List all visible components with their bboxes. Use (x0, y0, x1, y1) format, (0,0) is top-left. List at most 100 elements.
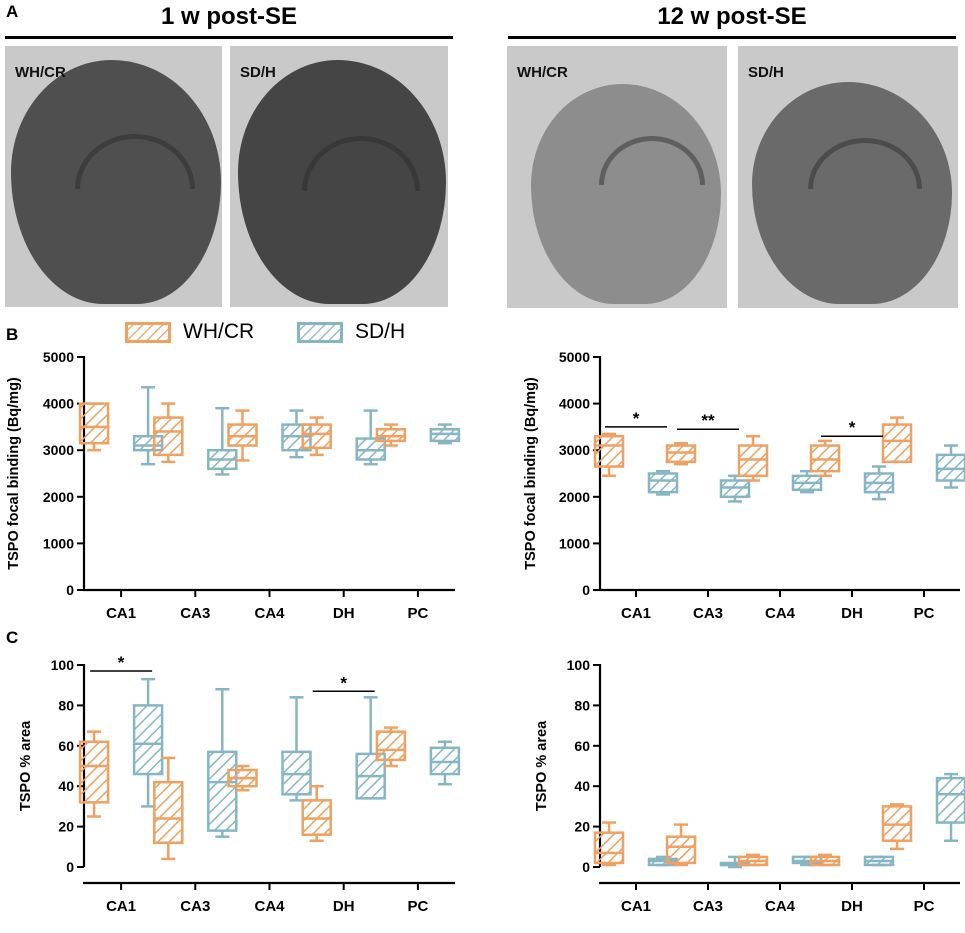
legend-label-sdh: SD/H (355, 320, 406, 343)
box-DH-WH/CR (301, 784, 332, 842)
y-tick-label: 80 (574, 697, 590, 713)
chart-c-percent-area-12w: 0 20 40 60 80 100 TSPO % area CA1 CA3 CA4 DH PC (534, 657, 965, 915)
x-tick-label: CA3 (180, 898, 210, 915)
box-iqr (153, 416, 184, 457)
image-label: SD/H (240, 64, 276, 81)
header-1w: 1 w post-SE (160, 3, 298, 30)
box-iqr (665, 835, 697, 865)
box-iqr (375, 730, 407, 762)
y-tick-label: 0 (582, 859, 590, 875)
box-CA3-SD/H (207, 687, 238, 838)
y-tick-label: 20 (58, 819, 74, 835)
x-tick-label: CA1 (621, 605, 651, 622)
box-CA3-WH/CR (665, 441, 697, 466)
header-12w: 12 w post-SE (657, 3, 807, 30)
chart-c-percent-area-1w: 0 20 40 60 80 100 TSPO % area CA1 CA3 CA4 DH PC * * (18, 653, 461, 915)
box-CA1-WH/CR (593, 432, 625, 478)
x-tick-label: CA3 (693, 605, 723, 622)
box-DH-SD/H (863, 465, 895, 501)
y-tick-label: 80 (58, 697, 74, 713)
x-tick-label: CA1 (106, 605, 136, 622)
y-tick-label: 100 (51, 657, 75, 673)
y-tick-label: 1000 (43, 535, 74, 551)
brain-image-12w-whcr: WH/CR (507, 46, 727, 308)
x-tick-label: CA4 (254, 898, 285, 915)
image-label: WH/CR (15, 64, 66, 81)
box-iqr (593, 434, 625, 468)
box-CA3-WH/CR (153, 402, 184, 464)
legend-swatch-whcr (125, 321, 171, 343)
box-DH-SD/H (355, 409, 386, 466)
legend-sdh: SD/H (297, 320, 405, 344)
y-tick-label: 4000 (43, 396, 74, 412)
brain-image-1w-sdh: SD/H (230, 46, 448, 307)
box-DH-SD/H (355, 696, 386, 800)
y-axis-label: TSPO focal binding (Bq/mg) (523, 377, 539, 570)
box-CA1-SD/H (132, 677, 164, 808)
x-tick-label: DH (841, 898, 863, 915)
box-iqr (153, 780, 184, 845)
legend-swatch-sdh (297, 321, 343, 343)
x-tick-label: CA4 (765, 898, 796, 915)
y-axis-label: TSPO % area (534, 720, 550, 811)
panel-label-c: C (6, 628, 19, 647)
x-tick-label: CA3 (180, 605, 210, 622)
box-DH-WH/CR (809, 853, 841, 867)
chart-b-focal-binding-1w: 0 1000 2000 3000 4000 5000 TSPO focal binding … (6, 349, 461, 622)
box-CA1-SD/H (647, 469, 679, 496)
brain-image-1w-whcr: WH/CR (5, 46, 222, 307)
box-iqr (132, 704, 164, 776)
y-tick-label: 0 (66, 582, 74, 598)
box-iqr (593, 831, 625, 865)
x-tick-label: DH (841, 605, 863, 622)
box-DH-WH/CR (809, 439, 841, 478)
box-CA3-WH/CR (153, 756, 184, 861)
y-tick-label: 100 (567, 657, 591, 673)
legend-label-whcr: WH/CR (183, 320, 255, 343)
x-tick-label: CA1 (621, 898, 651, 915)
significance-marker: * (633, 409, 640, 428)
y-tick-label: 2000 (43, 489, 74, 505)
box-PC-WH/CR (881, 803, 913, 851)
y-axis-label: TSPO % area (18, 720, 34, 811)
y-tick-label: 60 (58, 738, 74, 754)
box-PC-WH/CR (881, 416, 913, 464)
x-tick-label: CA4 (765, 605, 796, 622)
y-tick-label: 5000 (559, 349, 590, 365)
box-PC-SD/H (935, 444, 965, 489)
y-tick-label: 20 (574, 819, 590, 835)
box-CA1-WH/CR (593, 821, 625, 867)
image-label: SD/H (748, 64, 784, 81)
y-tick-label: 40 (58, 778, 74, 794)
box-DH-WH/CR (301, 416, 332, 457)
header-12w-rule (508, 36, 956, 39)
box-CA4-WH/CR (737, 853, 769, 867)
image-label: WH/CR (517, 64, 568, 81)
header-1w-rule (5, 36, 453, 39)
significance-marker: * (849, 418, 856, 437)
panel-label-a: A (6, 2, 19, 21)
significance-marker: * (118, 653, 125, 672)
significance-marker: * (340, 673, 347, 692)
box-iqr (647, 472, 679, 494)
box-CA4-SD/H (791, 469, 823, 494)
box-CA3-WH/CR (665, 823, 697, 867)
x-tick-label: CA3 (693, 898, 723, 915)
box-iqr (78, 740, 110, 804)
y-tick-label: 40 (574, 778, 590, 794)
x-tick-label: DH (333, 605, 355, 622)
y-tick-label: 0 (582, 582, 590, 598)
x-tick-label: CA4 (254, 605, 285, 622)
box-iqr (301, 423, 332, 450)
x-tick-label: CA1 (106, 898, 136, 915)
box-CA4-WH/CR (227, 409, 258, 462)
y-tick-label: 5000 (43, 349, 74, 365)
significance-marker: ** (701, 411, 715, 430)
y-tick-label: 60 (574, 738, 590, 754)
y-tick-label: 3000 (43, 442, 74, 458)
box-PC-WH/CR (375, 726, 407, 768)
box-iqr (881, 423, 913, 464)
y-tick-label: 4000 (559, 396, 590, 412)
y-tick-label: 0 (66, 859, 74, 875)
box-iqr (78, 402, 110, 445)
